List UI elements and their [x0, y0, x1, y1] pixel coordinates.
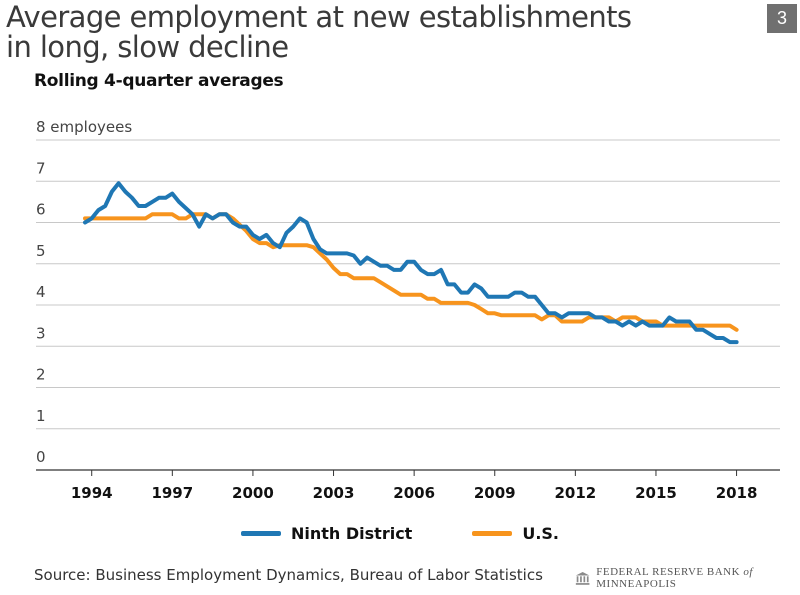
- y-tick-label-1: 1: [36, 407, 46, 425]
- bank-building-icon: [575, 572, 590, 585]
- chart-title-line-2: in long, slow decline: [6, 30, 289, 64]
- y-axis-title: 8 employees: [36, 118, 132, 136]
- y-tick-label-5: 5: [36, 242, 46, 260]
- x-tick-label-2018: 2018: [716, 484, 758, 502]
- y-tick-label-3: 3: [36, 324, 46, 342]
- page-number-badge: 3: [767, 4, 797, 33]
- chart-subtitle: Rolling 4-quarter averages: [34, 71, 284, 91]
- x-tick-label-2006: 2006: [393, 484, 435, 502]
- fed-minneapolis-logo: FEDERAL RESERVE BANK of MINNEAPOLIS: [575, 566, 800, 590]
- y-axis-labels: 0 1 2 3 4 5 6 7 8 employees: [36, 118, 132, 466]
- chart-title-line-1: Average employment at new establishments: [6, 0, 632, 34]
- x-tick-label-1997: 1997: [151, 484, 193, 502]
- x-tick-label-2003: 2003: [313, 484, 355, 502]
- x-axis-labels: 1994 1997 2000 2003 2006 2009 2012 2015 2018: [71, 470, 758, 502]
- legend-item-us: U.S.: [472, 524, 559, 543]
- legend-swatch-us: [472, 530, 513, 536]
- y-tick-label-6: 6: [36, 201, 46, 219]
- chart-title: Average employment at new establishments…: [6, 2, 706, 62]
- y-tick-label-2: 2: [36, 366, 46, 384]
- logo-text-suffix: MINNEAPOLIS: [596, 578, 677, 590]
- logo-text-of: of: [743, 566, 753, 578]
- x-tick-label-2015: 2015: [635, 484, 677, 502]
- y-tick-label-4: 4: [36, 283, 46, 301]
- legend-swatch-ninth-district: [241, 530, 281, 536]
- legend: Ninth District U.S.: [0, 520, 800, 546]
- x-tick-label-2000: 2000: [232, 484, 274, 502]
- x-tick-label-1994: 1994: [71, 484, 113, 502]
- line-chart: 0 1 2 3 4 5 6 7 8 employees 1994 1997 2000 2003 2006…: [36, 118, 780, 502]
- series-line-ninth-district: [83, 181, 739, 345]
- y-tick-label-7: 7: [36, 159, 46, 177]
- y-tick-label-0: 0: [36, 448, 46, 466]
- logo-text-prefix: FEDERAL RESERVE BANK: [596, 566, 741, 578]
- gridlines: [36, 139, 780, 471]
- series-line-us: [83, 212, 739, 332]
- legend-item-ninth-district: Ninth District: [241, 524, 412, 543]
- series-lines: [83, 181, 739, 345]
- legend-label-ninth-district: Ninth District: [291, 523, 413, 543]
- logo-text: FEDERAL RESERVE BANK of MINNEAPOLIS: [596, 566, 800, 590]
- source-note: Source: Business Employment Dynamics, Bu…: [34, 566, 543, 584]
- legend-label-us: U.S.: [522, 523, 559, 543]
- x-tick-label-2009: 2009: [474, 484, 516, 502]
- x-tick-label-2012: 2012: [554, 484, 596, 502]
